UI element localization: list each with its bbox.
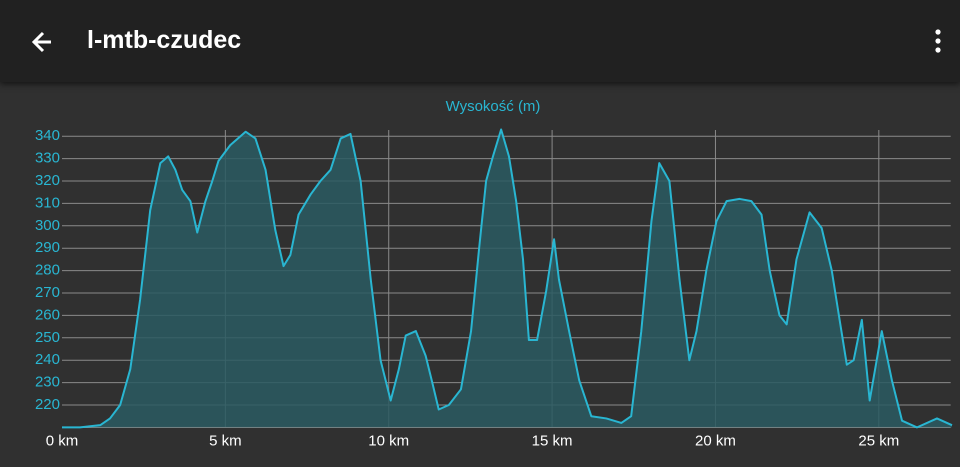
back-button[interactable]	[29, 27, 59, 57]
y-tick-label: 230	[35, 374, 60, 391]
y-tick-label: 280	[35, 262, 60, 279]
y-tick-label: 330	[35, 150, 60, 167]
x-tick-label: 10 km	[368, 432, 409, 449]
y-tick-label: 340	[35, 127, 60, 144]
x-tick-label: 5 km	[209, 432, 242, 449]
elevation-line	[62, 128, 953, 429]
y-tick-label: 320	[35, 172, 60, 189]
y-tick-label: 270	[35, 284, 60, 301]
app-bar: l-mtb-czudec	[0, 0, 960, 82]
y-tick-label: 250	[35, 329, 60, 346]
x-tick-label: 15 km	[532, 432, 573, 449]
y-tick-label: 310	[35, 194, 60, 211]
y-tick-label: 220	[35, 396, 60, 413]
elevation-area	[62, 129, 953, 428]
x-tick-label: 25 km	[858, 432, 899, 449]
chart-title: Wysokość (m)	[446, 98, 541, 115]
x-tick-label: 20 km	[695, 432, 736, 449]
y-tick-label: 240	[35, 351, 60, 368]
y-tick-label: 300	[35, 217, 60, 234]
y-tick-label: 260	[35, 306, 60, 323]
chart: Wysokość (m) 220 230 240 250 260 270 280 290 300…	[35, 98, 953, 449]
x-tick-label: 0 km	[46, 432, 79, 449]
app-title: l-mtb-czudec	[87, 26, 242, 54]
menu-button[interactable]	[932, 27, 944, 57]
y-tick-label: 290	[35, 239, 60, 256]
